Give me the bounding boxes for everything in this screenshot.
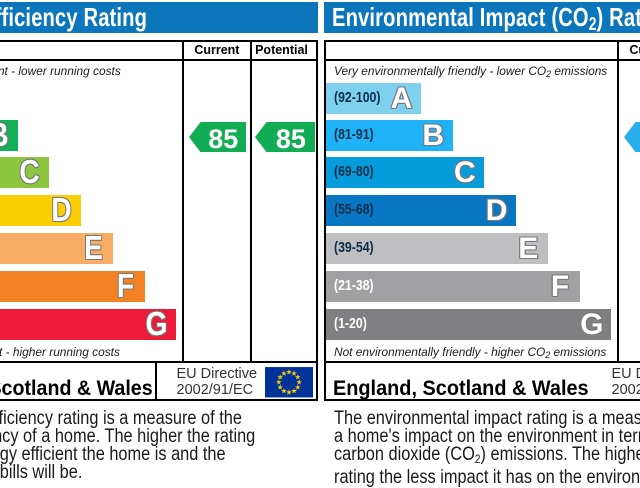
svg-text:85: 85 [276,124,306,152]
svg-text:85: 85 [208,124,238,152]
